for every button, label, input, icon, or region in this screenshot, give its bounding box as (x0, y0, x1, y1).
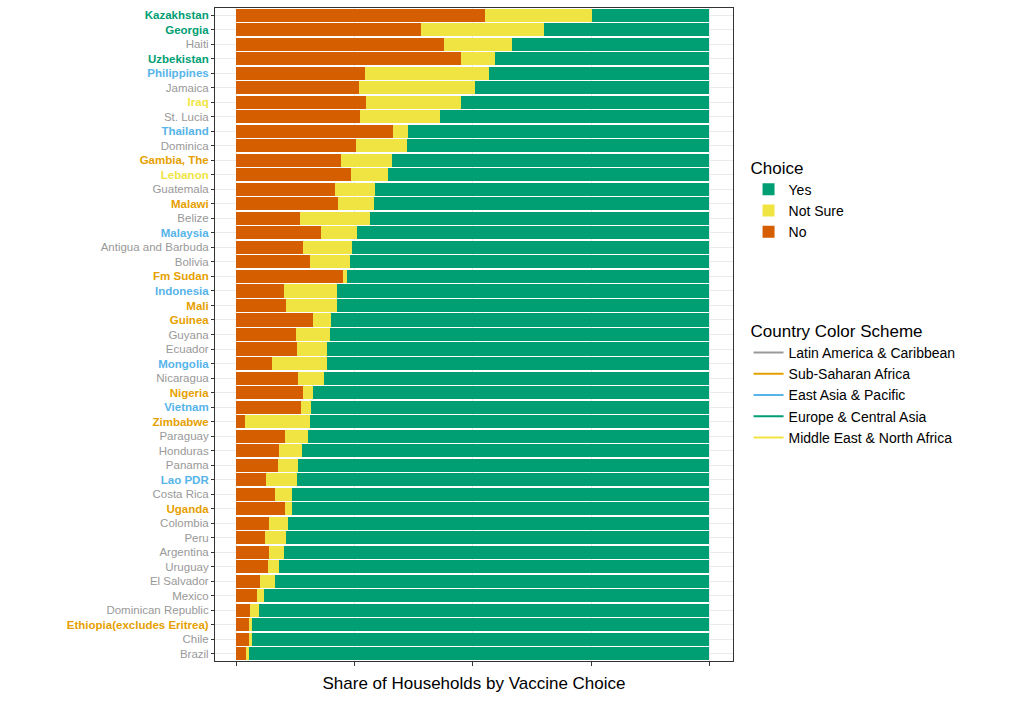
svg-text:Nicaragua: Nicaragua (156, 372, 209, 384)
svg-text:Chile: Chile (182, 633, 208, 645)
svg-text:Fm Sudan: Fm Sudan (153, 270, 209, 282)
svg-text:Lebanon: Lebanon (161, 169, 209, 181)
svg-text:Indonesia: Indonesia (155, 285, 209, 297)
svg-text:Choice: Choice (751, 159, 804, 178)
svg-text:Mali: Mali (186, 300, 208, 312)
svg-text:Colombia: Colombia (160, 517, 209, 529)
svg-text:Ethiopia(excludes Eritrea): Ethiopia(excludes Eritrea) (67, 619, 209, 631)
svg-text:Dominica: Dominica (161, 140, 210, 152)
svg-text:Costa Rica: Costa Rica (152, 488, 209, 500)
svg-text:Argentina: Argentina (159, 546, 209, 558)
svg-text:Antigua and Barbuda: Antigua and Barbuda (101, 241, 210, 253)
svg-text:Middle East & North Africa: Middle East & North Africa (789, 430, 953, 446)
svg-text:Jamaica: Jamaica (166, 82, 209, 94)
svg-text:No: No (789, 224, 807, 240)
svg-text:East Asia & Pacific: East Asia & Pacific (789, 387, 906, 403)
svg-text:Panama: Panama (166, 459, 209, 471)
svg-text:Europe & Central Asia: Europe & Central Asia (789, 409, 927, 425)
svg-text:Sub-Saharan Africa: Sub-Saharan Africa (789, 366, 911, 382)
svg-text:Brazil: Brazil (180, 648, 209, 660)
svg-text:Bolivia: Bolivia (175, 256, 209, 268)
svg-text:Belize: Belize (177, 212, 208, 224)
svg-text:Guatemala: Guatemala (152, 183, 209, 195)
svg-text:Peru: Peru (184, 532, 208, 544)
svg-text:Yes: Yes (789, 182, 812, 198)
svg-text:Mexico: Mexico (172, 590, 208, 602)
svg-text:Latin America & Caribbean: Latin America & Caribbean (789, 345, 956, 361)
svg-text:Malaysia: Malaysia (161, 227, 210, 239)
svg-text:Honduras: Honduras (159, 445, 209, 457)
svg-text:Guyana: Guyana (168, 329, 209, 341)
svg-text:El Salvador: El Salvador (150, 575, 209, 587)
svg-text:Mongolia: Mongolia (158, 358, 209, 370)
svg-text:Country Color Scheme: Country Color Scheme (751, 322, 923, 341)
svg-text:Gambia, The: Gambia, The (140, 154, 209, 166)
svg-text:Lao PDR: Lao PDR (161, 474, 210, 486)
svg-text:Share of Households by Vaccine: Share of Households by Vaccine Choice (322, 674, 625, 693)
svg-text:Dominican Republic: Dominican Republic (106, 604, 209, 616)
svg-text:Malawi: Malawi (171, 198, 209, 210)
svg-text:Uganda: Uganda (167, 503, 210, 515)
svg-text:Thailand: Thailand (161, 125, 208, 137)
svg-text:Philippines: Philippines (147, 67, 208, 79)
svg-text:St. Lucia: St. Lucia (164, 111, 209, 123)
svg-text:Georgia: Georgia (165, 24, 209, 36)
svg-text:Zimbabwe: Zimbabwe (152, 416, 208, 428)
svg-text:Ecuador: Ecuador (166, 343, 209, 355)
svg-text:Vietnam: Vietnam (164, 401, 209, 413)
svg-text:Uruguay: Uruguay (165, 561, 209, 573)
svg-text:Nigeria: Nigeria (170, 387, 210, 399)
svg-text:Haiti: Haiti (186, 38, 209, 50)
svg-text:Guinea: Guinea (170, 314, 210, 326)
svg-text:Uzbekistan: Uzbekistan (148, 53, 209, 65)
svg-text:Iraq: Iraq (188, 96, 209, 108)
svg-text:Kazakhstan: Kazakhstan (145, 9, 209, 21)
svg-text:Not Sure: Not Sure (789, 203, 844, 219)
svg-text:Paraguay: Paraguay (159, 430, 208, 442)
